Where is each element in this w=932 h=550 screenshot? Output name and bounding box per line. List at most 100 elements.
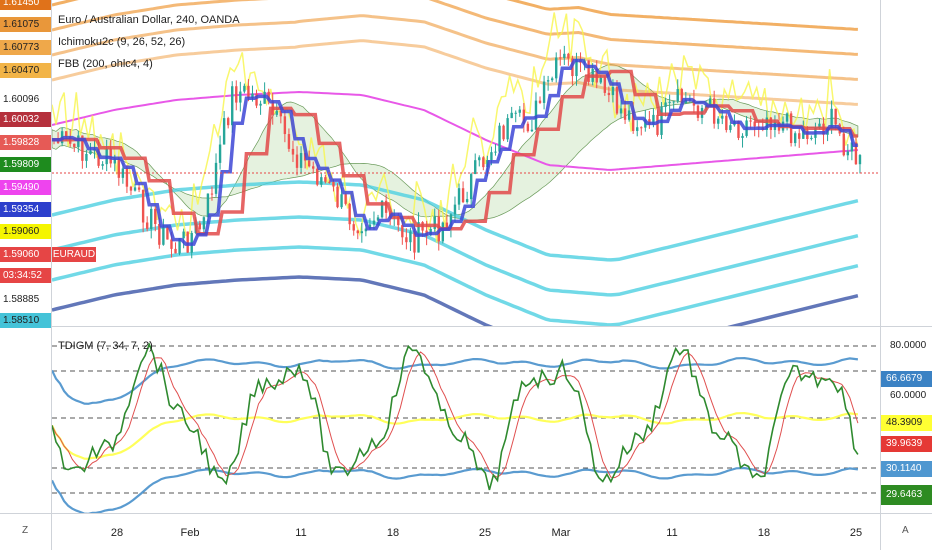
candle-body bbox=[725, 115, 728, 131]
candle-body bbox=[603, 77, 607, 93]
candle-body bbox=[214, 162, 218, 194]
osc-axis-label: 80.0000 bbox=[890, 340, 927, 351]
candle-body bbox=[117, 158, 121, 178]
candle-body bbox=[73, 143, 76, 147]
candle-body bbox=[623, 108, 627, 120]
candle-body bbox=[243, 85, 246, 92]
price-axis-label: 1.58885 bbox=[3, 294, 40, 305]
candle-body bbox=[850, 142, 854, 152]
candle-body bbox=[858, 155, 862, 165]
price-tag-fbb-lower: 1.58510 bbox=[0, 313, 51, 328]
candle-body bbox=[380, 200, 384, 218]
right-axis-border bbox=[880, 0, 881, 550]
candle-body bbox=[158, 224, 161, 245]
zoom-button[interactable]: Z bbox=[22, 525, 29, 536]
fbb-basis-line bbox=[52, 90, 858, 171]
candle-body bbox=[154, 208, 157, 225]
candle-body bbox=[222, 118, 226, 145]
symbol-badge: EURAUD bbox=[52, 247, 96, 262]
candle-body bbox=[397, 216, 400, 226]
candle-body bbox=[542, 81, 546, 103]
candle-body bbox=[668, 101, 671, 103]
candle-body bbox=[275, 110, 278, 115]
chart-title[interactable]: Euro / Australian Dollar, 240, OANDA bbox=[58, 14, 240, 26]
oscillator-area[interactable] bbox=[52, 328, 880, 513]
oscillator-canvas[interactable] bbox=[52, 328, 880, 513]
time-label: Mar bbox=[551, 527, 571, 539]
tdi-market-base-line bbox=[52, 411, 859, 460]
candle-body bbox=[239, 91, 242, 103]
candle-body bbox=[255, 93, 258, 106]
ichimoku-legend[interactable]: Ichimoku2c (9, 26, 52, 26) bbox=[58, 36, 186, 48]
osc-tag-upper-band: 66.6679 bbox=[881, 371, 932, 387]
candle-body bbox=[113, 158, 116, 164]
candle-body bbox=[344, 194, 347, 204]
fbb-upper-band bbox=[52, 0, 858, 56]
candle-body bbox=[563, 53, 566, 59]
candle-body bbox=[137, 187, 141, 190]
osc-axis-label: 60.0000 bbox=[890, 390, 927, 401]
candle-body bbox=[802, 130, 805, 139]
candle-body bbox=[684, 99, 688, 104]
candle-body bbox=[538, 100, 542, 103]
price-chart-canvas[interactable] bbox=[52, 0, 880, 326]
candle-body bbox=[846, 151, 850, 156]
candle-body bbox=[162, 227, 165, 245]
candle-body bbox=[494, 151, 497, 153]
time-label: 18 bbox=[386, 527, 400, 539]
chikou-span-line bbox=[52, 12, 859, 243]
candle-body bbox=[676, 89, 679, 102]
candle-body bbox=[818, 123, 821, 128]
fbb-legend[interactable]: FBB (200, ohlc4, 4) bbox=[58, 58, 153, 70]
candle-body bbox=[567, 53, 570, 59]
candle-body bbox=[125, 168, 129, 187]
time-label: 25 bbox=[849, 527, 863, 539]
time-label: 25 bbox=[478, 527, 492, 539]
time-label: 18 bbox=[757, 527, 771, 539]
candle-body bbox=[834, 108, 837, 125]
candle-body bbox=[441, 222, 445, 242]
fbb-lower-band bbox=[52, 275, 859, 326]
candle-body bbox=[81, 135, 84, 161]
candle-body bbox=[384, 200, 388, 213]
price-tag-fbb-upper-4: 1.61450 bbox=[0, 0, 51, 10]
candle-body bbox=[482, 157, 485, 168]
fbb-upper-band bbox=[52, 14, 858, 81]
candle-body bbox=[324, 177, 327, 182]
candle-body bbox=[299, 153, 303, 168]
candle-body bbox=[279, 110, 283, 117]
candle-body bbox=[320, 177, 323, 185]
candle-body bbox=[409, 231, 412, 243]
auto-scale-button[interactable]: A bbox=[902, 525, 909, 536]
candle-body bbox=[461, 188, 465, 203]
time-axis-separator bbox=[0, 513, 932, 514]
candle-body bbox=[518, 109, 521, 113]
candle-body bbox=[798, 133, 801, 139]
candle-body bbox=[210, 193, 214, 195]
osc-tag-signal: 39.9639 bbox=[881, 436, 932, 452]
candle-body bbox=[793, 133, 797, 144]
candle-body bbox=[490, 152, 493, 161]
candle-body bbox=[474, 160, 477, 175]
candle-body bbox=[502, 125, 505, 140]
candle-body bbox=[469, 174, 473, 200]
candle-body bbox=[312, 166, 315, 169]
candle-body bbox=[510, 112, 513, 119]
candle-body bbox=[555, 57, 558, 79]
candle-body bbox=[291, 148, 295, 155]
price-tag-span: 1.59809 bbox=[0, 157, 51, 172]
candle-body bbox=[607, 92, 611, 96]
bar-countdown: 03:34:52 bbox=[0, 268, 51, 283]
candle-body bbox=[368, 224, 372, 229]
candle-body bbox=[631, 110, 635, 131]
candle-body bbox=[753, 121, 756, 127]
candle-body bbox=[737, 120, 740, 138]
price-chart-area[interactable] bbox=[52, 0, 880, 326]
candle-body bbox=[202, 217, 206, 230]
candle-body bbox=[457, 188, 461, 205]
pane-separator[interactable] bbox=[0, 326, 932, 327]
candle-body bbox=[627, 110, 631, 120]
candle-body bbox=[433, 216, 436, 229]
candle-body bbox=[376, 217, 380, 221]
tdigm-legend[interactable]: TDIGM (7, 34, 7, 2) bbox=[58, 340, 153, 352]
